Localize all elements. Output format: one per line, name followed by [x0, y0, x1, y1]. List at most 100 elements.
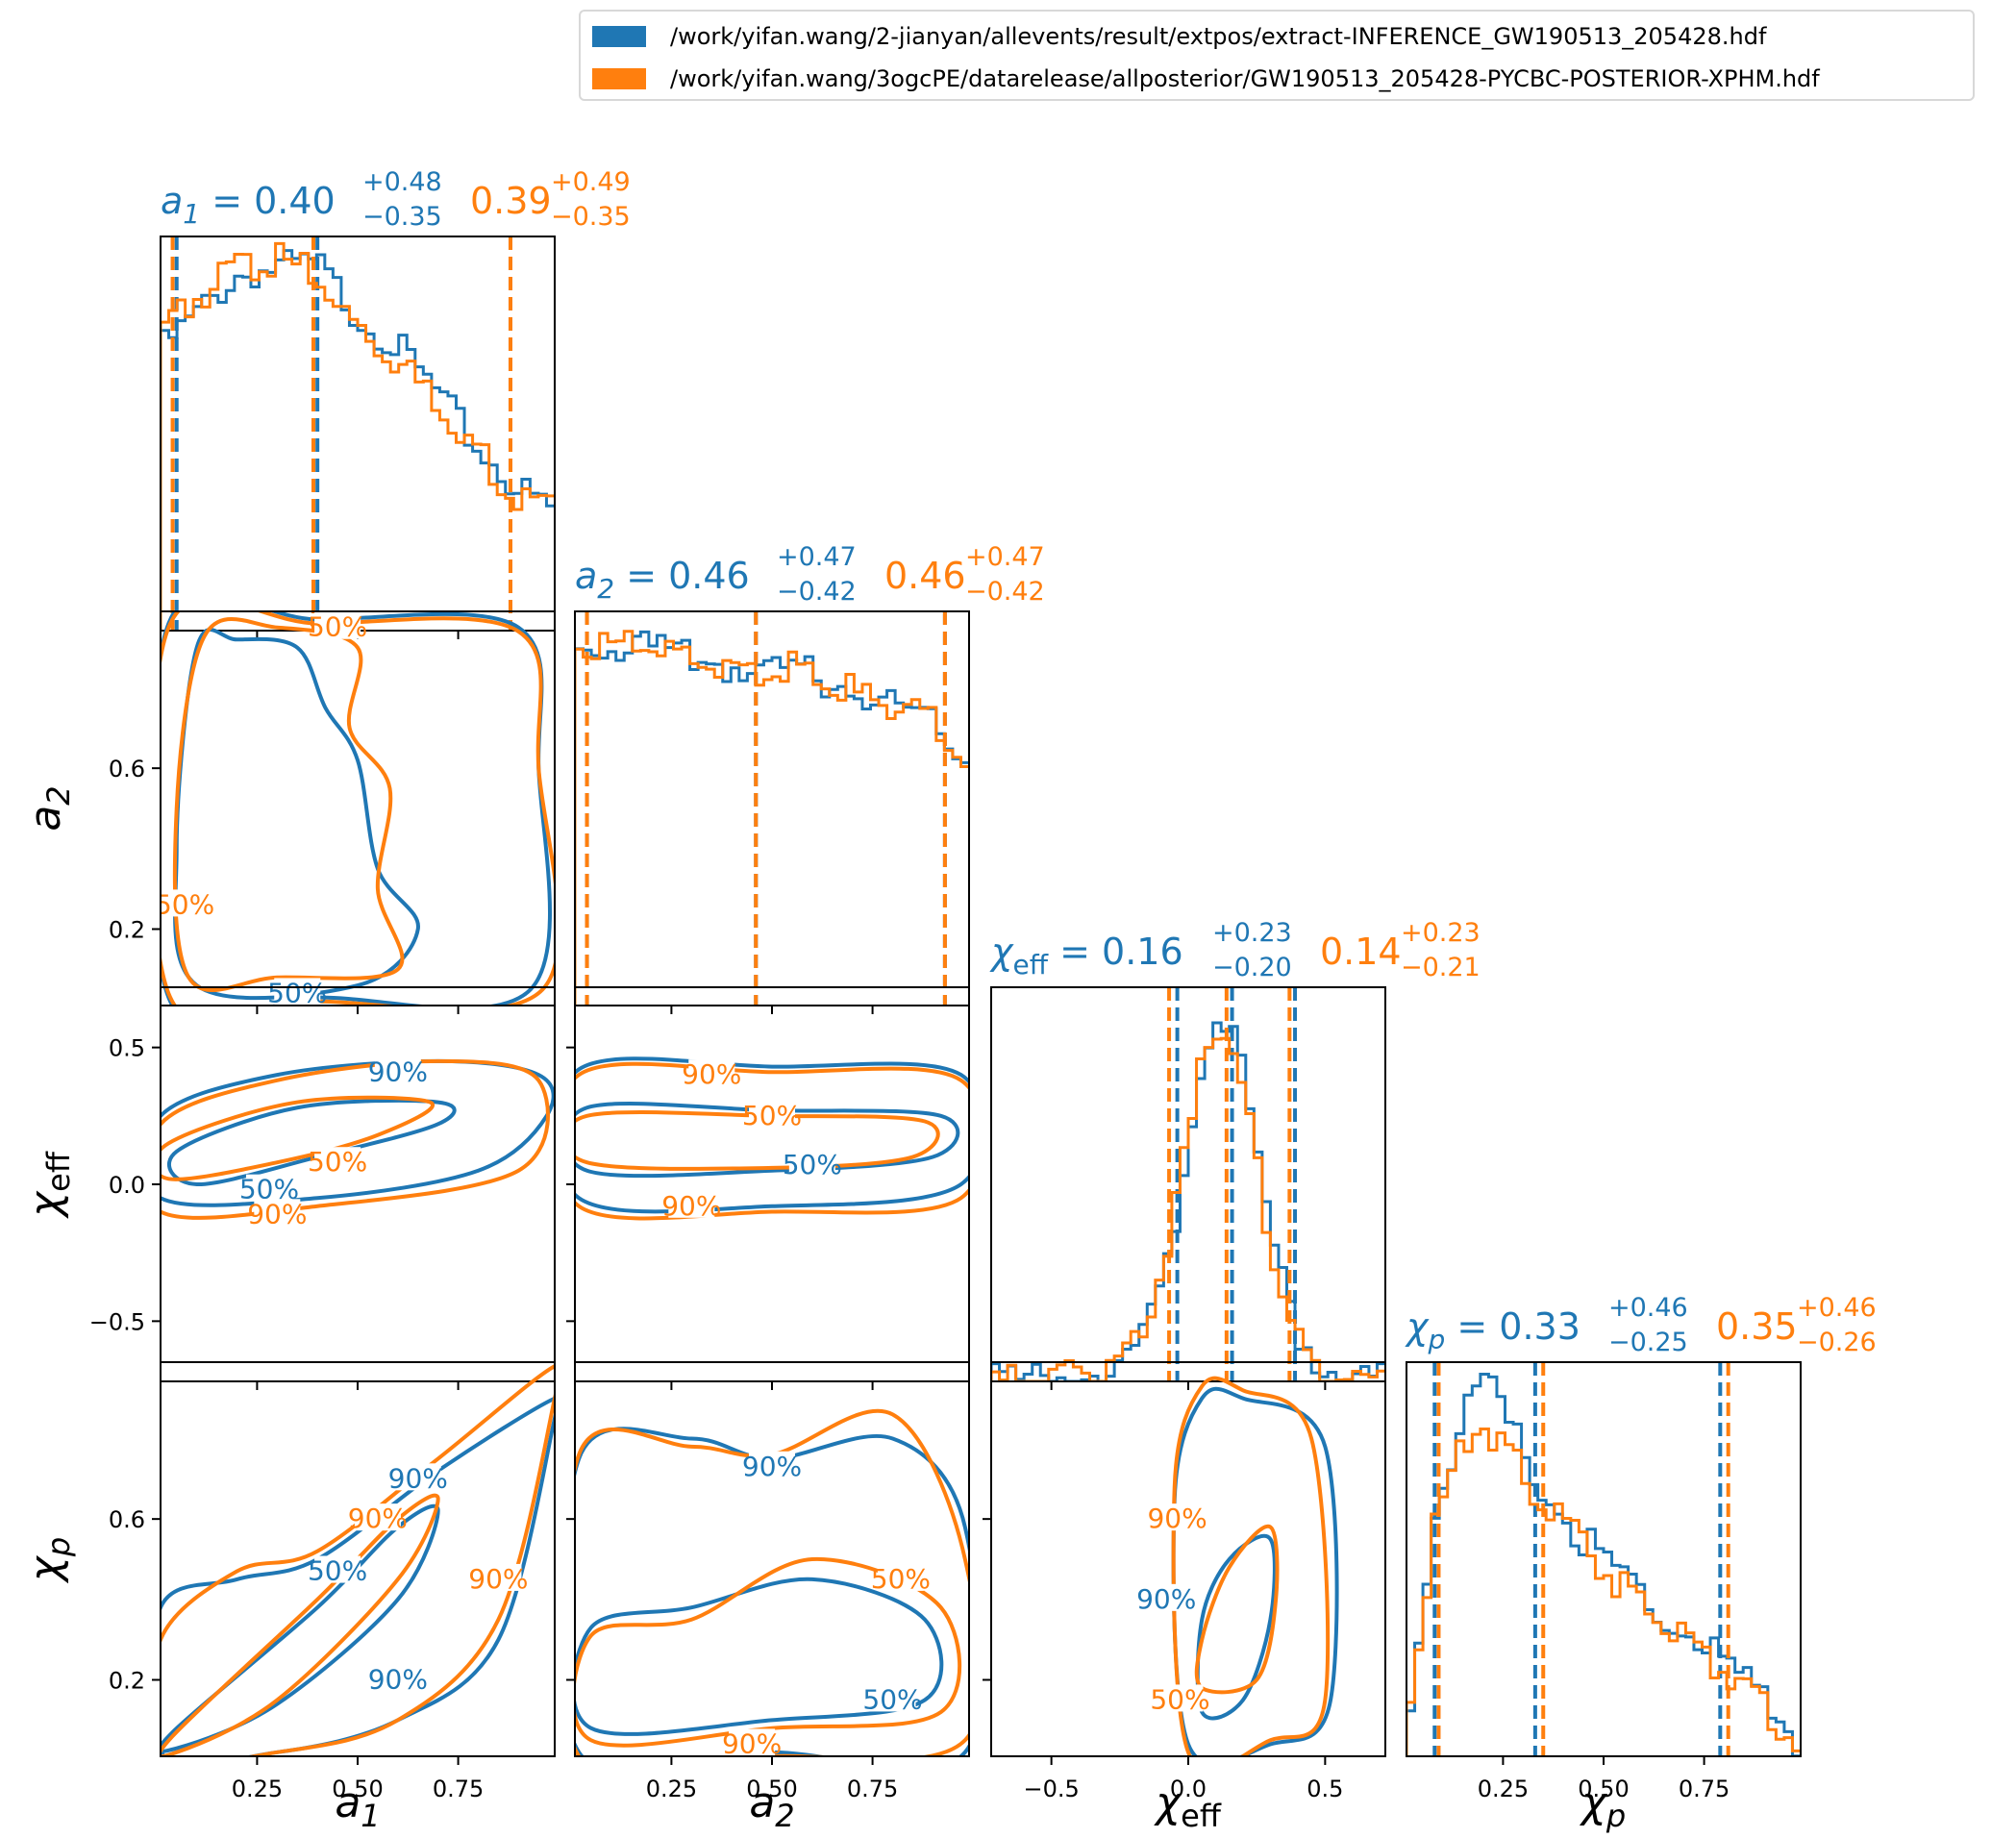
panel-frame	[160, 610, 556, 1006]
panel-frame	[160, 236, 556, 632]
contour-label-1: 90%	[1147, 1503, 1207, 1534]
y-axis-label-1: a2	[21, 785, 77, 831]
panel-content: 90%50%50%90%	[575, 1056, 969, 1222]
x-tick-label: 0.25	[232, 1776, 283, 1802]
contour-label-bg	[475, 1563, 522, 1591]
contour-label-bg	[314, 1147, 361, 1175]
contour-label-3: 90%	[661, 1190, 721, 1222]
contour-label-0: 90%	[682, 1058, 741, 1090]
x-tick-label: 0.50	[1578, 1776, 1629, 1802]
contour-label-2: 50%	[1150, 1683, 1209, 1715]
y-tick-label: 0.6	[109, 756, 145, 782]
panel-frame	[574, 986, 970, 1382]
contour-label-bg	[1154, 1503, 1201, 1531]
panel-3-0: 90% 90% 50% 90% 90% 0.25 0.50 0.75 0.2 0.6	[109, 1361, 556, 1802]
contour-label-bg	[869, 1684, 916, 1712]
panel-frame	[1406, 1361, 1802, 1757]
contour-label-1: 90%	[348, 1503, 408, 1534]
histogram-series-1	[991, 1036, 1385, 1381]
contour-90-series-0	[161, 611, 552, 1006]
histogram-series-0	[991, 1021, 1385, 1381]
panel-content	[161, 236, 555, 631]
y-tick-label: −0.5	[89, 1308, 145, 1335]
contour-90-series-1	[1171, 1376, 1331, 1756]
contour-label-bg	[1157, 1684, 1204, 1712]
panel-content: 90%50%50%90%	[161, 1056, 555, 1229]
title-plus-0-1: +0.49	[551, 167, 631, 197]
x-tick-label: 0.75	[847, 1776, 898, 1802]
contour-label-bg	[374, 1664, 421, 1692]
histogram-series-1	[575, 630, 969, 1006]
legend-swatch-blue	[592, 26, 646, 47]
contour-90-series-0	[575, 1056, 969, 1214]
y-tick-label: 0.2	[109, 1668, 145, 1695]
panel-1-1	[574, 610, 970, 1014]
panel-content: 50% 50% 50%	[161, 611, 555, 1008]
contour-50-series-0	[1195, 1533, 1277, 1721]
title-plus-1-0: +0.47	[777, 542, 857, 572]
title-median-2-1: 0.14	[1320, 931, 1402, 973]
contour-label-2: 50%	[783, 1149, 842, 1180]
x-tick-label: 0.50	[332, 1776, 383, 1802]
contour-label-bg	[274, 978, 321, 1006]
legend-label-orange: /work/yifan.wang/3ogcPE/datarelease/allp…	[670, 65, 1820, 92]
contour-label-2: 50%	[862, 1683, 922, 1715]
contour-label-bg	[877, 1563, 924, 1591]
legend: /work/yifan.wang/2-jianyan/allevents/res…	[579, 10, 1975, 101]
contour-label-0: 90%	[1136, 1583, 1196, 1615]
contour-50-series-1	[575, 1556, 962, 1748]
panel-frame	[574, 610, 970, 1006]
contour-50-series-0	[173, 628, 420, 1001]
x-tick-label: 0.75	[433, 1776, 484, 1802]
title-plus-2-0: +0.23	[1212, 918, 1292, 948]
contour-label-3: 90%	[368, 1664, 428, 1696]
contour-label-bg	[788, 1150, 835, 1178]
contour-label-2: 50%	[308, 1555, 367, 1587]
panel-content: 90% 90% 50% 90% 90%	[161, 1363, 555, 1756]
histogram-series-0	[1406, 1373, 1801, 1756]
title-plus-3-0: +0.46	[1608, 1293, 1688, 1323]
y-tick-label: 0.6	[109, 1506, 145, 1533]
x-tick-label: 0.25	[1478, 1776, 1529, 1802]
contour-label-bg	[254, 1199, 301, 1227]
contour-label-bg	[314, 1555, 361, 1583]
contour-label-bg	[688, 1059, 735, 1087]
contour-90-series-1	[161, 1363, 555, 1756]
x-tick-label: 0.5	[1307, 1776, 1343, 1802]
contour-label-1: 50%	[267, 977, 327, 1008]
y-tick-label: 0.2	[109, 917, 145, 944]
x-tick-label: 0.25	[646, 1776, 697, 1802]
contour-label-2: 50%	[308, 1146, 367, 1178]
contour-label-bg	[354, 1503, 401, 1531]
title-1: a2 = 0.46	[575, 555, 750, 605]
x-axis-label-2: χeff	[1154, 1778, 1222, 1834]
title-minus-3-1: −0.26	[1797, 1328, 1877, 1357]
y-axis-label-2: χeff	[21, 1151, 77, 1219]
contour-50-series-0	[161, 1503, 440, 1753]
panel-0-0	[160, 236, 556, 639]
contour-90-series-0	[161, 1396, 555, 1756]
title-minus-0-1: −0.35	[551, 202, 631, 232]
contour-50-series-0	[575, 1577, 944, 1736]
title-plus-3-1: +0.46	[1797, 1293, 1877, 1323]
contour-label-0: 50%	[308, 611, 367, 643]
contour-label-bg	[314, 611, 361, 639]
title-2: χeff = 0.16	[989, 931, 1183, 981]
histogram-series-0	[575, 630, 969, 1006]
x-tick-label: 0.0	[1170, 1776, 1207, 1802]
contour-90-series-0	[575, 1427, 969, 1756]
contour-label-bg	[749, 1100, 795, 1128]
histogram-series-0	[161, 249, 555, 631]
contour-90-series-1	[161, 1058, 550, 1220]
contour-50-series-0	[166, 1098, 457, 1187]
panel-3-1: 90% 50% 50% 90% 0.25 0.50 0.75	[566, 1361, 970, 1802]
panel-1-0: 50% 50% 50% 0.2 0.6	[109, 610, 556, 1014]
y-tick-label: 0.0	[109, 1172, 145, 1199]
legend-swatch-orange	[592, 68, 646, 89]
contour-50-series-1	[172, 617, 405, 993]
contour-90-series-0	[161, 1058, 555, 1207]
title-median-3-1: 0.35	[1716, 1305, 1798, 1348]
panel-content	[575, 611, 969, 1006]
panel-content	[1406, 1362, 1801, 1756]
contour-label-bg	[729, 1728, 776, 1756]
